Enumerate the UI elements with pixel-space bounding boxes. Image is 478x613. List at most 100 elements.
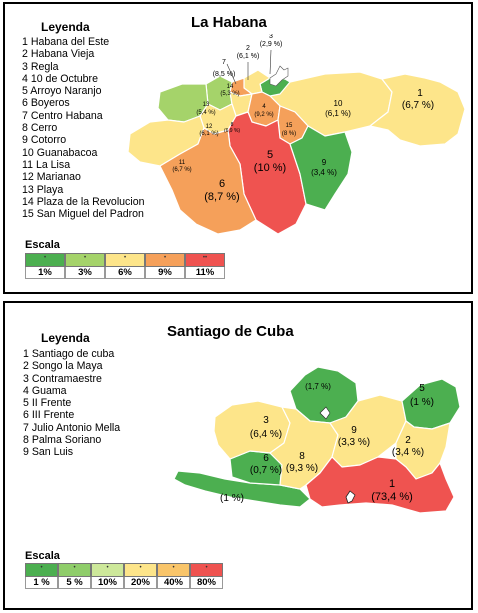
map-label-12-num: 12 (206, 124, 213, 130)
scale-cell: • 1% (25, 253, 65, 279)
legend-item: 5 II Frente (23, 397, 72, 410)
map-label-4-pct: (9,2 %) (254, 112, 273, 118)
scale-label: 3% (65, 267, 105, 279)
legend-item: 14 Plaza de la Revolucion (22, 195, 145, 208)
santiago-legend-title: Leyenda (41, 331, 90, 345)
scale-swatch: • (91, 563, 124, 577)
scale-label: 5 % (58, 577, 91, 589)
map-label-10-num: 10 (334, 99, 343, 108)
scale-swatch: • (145, 253, 185, 267)
scale-label: 1% (25, 267, 65, 279)
map-label-3-pct: (6,4 %) (250, 429, 282, 440)
map-label-13-pct: (5,4 %) (196, 110, 215, 116)
map-label-7-num: 7 (222, 59, 226, 66)
scale-cell: • 80% (190, 563, 223, 589)
legend-item: 7 Julio Antonio Mella (23, 421, 121, 434)
map-label-1-num: 1 (389, 478, 395, 490)
legend-item: 2 Songo la Maya (23, 360, 103, 373)
legend-item: 6 Boyeros (22, 97, 70, 110)
scale-cell: • 20% (124, 563, 157, 589)
scale-swatch: • (25, 563, 58, 577)
map-label-9-num: 9 (351, 425, 357, 436)
scale-swatch: • (105, 253, 145, 267)
legend-item: 8 Palma Soriano (23, 434, 102, 447)
scale-label: 20% (124, 577, 157, 589)
map-label-3-pct: (2,9 %) (260, 41, 283, 48)
legend-item: 3 Regla (22, 60, 59, 73)
map-label-6-num: 6 (219, 178, 225, 190)
legend-item: 13 Playa (22, 183, 64, 196)
map-label-6-num: 6 (263, 453, 269, 464)
legend-item: 6 III Frente (23, 409, 75, 422)
map-label-9-pct: (3,3 %) (338, 437, 370, 448)
map-label-8-pct: (6,9 %) (224, 128, 240, 134)
legend-item: 1 Habana del Este (22, 36, 110, 48)
habana-panel: Leyenda 1 Habana del Este 2 Habana Vieja… (3, 2, 473, 294)
map-label-3-num: 3 (263, 415, 269, 426)
santiago-panel: Santiago de Cuba Leyenda 1 Santiago de c… (3, 301, 473, 610)
map-label-15-num: 15 (286, 123, 293, 129)
scale-swatch: • (124, 563, 157, 577)
scale-label: 10% (91, 577, 124, 589)
legend-item: 5 Arroyo Naranjo (22, 85, 102, 98)
scale-swatch: • (58, 563, 91, 577)
legend-item: 12 Marianao (22, 171, 81, 184)
region-cotorro (289, 125, 353, 211)
santiago-title: Santiago de Cuba (167, 323, 294, 340)
region-boyeros (159, 127, 257, 235)
scale-label: 11% (185, 267, 225, 279)
scale-label: 40% (157, 577, 190, 589)
map-label-7-pct: (1,7 %) (305, 382, 331, 391)
map-label-4-num: 4 (262, 104, 266, 110)
map-label-2-pct: (6,1 %) (237, 53, 260, 60)
map-label-10-pct: (6,1 %) (325, 109, 351, 118)
map-label-2-num: 2 (246, 45, 250, 52)
map-label-1-pct: (73,4 %) (371, 491, 413, 503)
scale-cell: • 6% (105, 253, 145, 279)
map-label-13-num: 13 (203, 102, 210, 108)
legend-item: 3 Contramaestre (23, 372, 102, 385)
scale-cell: •• 11% (185, 253, 225, 279)
legend-item: 8 Cerro (22, 122, 58, 135)
map-label-11-num: 11 (179, 160, 186, 166)
scale-cell: • 40% (157, 563, 190, 589)
map-label-5-pct: (10 %) (254, 162, 286, 174)
map-label-7-pct: (8,5 %) (213, 71, 236, 78)
santiago-map: 1 (73,4 %) 2 (3,4 %) 3 (6,4 %) (1 %) 5 (… (173, 366, 461, 514)
legend-item: 4 10 de Octubre (22, 72, 98, 85)
havana-bay (269, 65, 289, 87)
map-label-4-pct: (1 %) (220, 493, 244, 504)
map-label-15-pct: (8 %) (282, 131, 296, 137)
reservoir (319, 406, 331, 420)
map-label-8-num: 8 (231, 122, 234, 128)
scale-swatch: •• (185, 253, 225, 267)
santiago-scale-title: Escala (25, 550, 60, 562)
santiago-bay (345, 490, 356, 504)
map-label-5-num: 5 (419, 383, 425, 394)
legend-item: 2 Habana Vieja (22, 48, 95, 61)
legend-item: 15 San Miguel del Padron (22, 208, 144, 221)
santiago-scale: • 1 % • 5 % • 10% • 20% • 40% • 80% (25, 563, 223, 589)
map-label-9-num: 9 (322, 158, 327, 167)
legend-item: 4 Guama (23, 384, 67, 397)
region-habana-del-este (369, 73, 466, 147)
map-label-1-pct: (6,7 %) (402, 100, 434, 111)
map-label-14-num: 14 (227, 84, 234, 90)
map-label-8-num: 8 (299, 451, 305, 462)
scale-label: 9% (145, 267, 185, 279)
scale-swatch: • (25, 253, 65, 267)
habana-legend-title: Leyenda (41, 20, 90, 34)
scale-cell: • 5 % (58, 563, 91, 589)
habana-leader-lines (226, 49, 272, 85)
scale-cell: • 3% (65, 253, 105, 279)
scale-cell: • 10% (91, 563, 124, 589)
region-santiago-de-cuba (305, 456, 455, 514)
scale-swatch: • (65, 253, 105, 267)
map-label-9-pct: (3,4 %) (311, 168, 337, 177)
legend-item: 11 La Lisa (22, 158, 71, 171)
legend-item: 7 Centro Habana (22, 109, 103, 122)
map-label-6-pct: (8,7 %) (204, 191, 239, 203)
map-label-5-num: 5 (267, 149, 273, 161)
santiago-legend-list: 1 Santiago de cuba 2 Songo la Maya 3 Con… (23, 348, 120, 459)
map-label-8-pct: (9,3 %) (286, 463, 318, 474)
